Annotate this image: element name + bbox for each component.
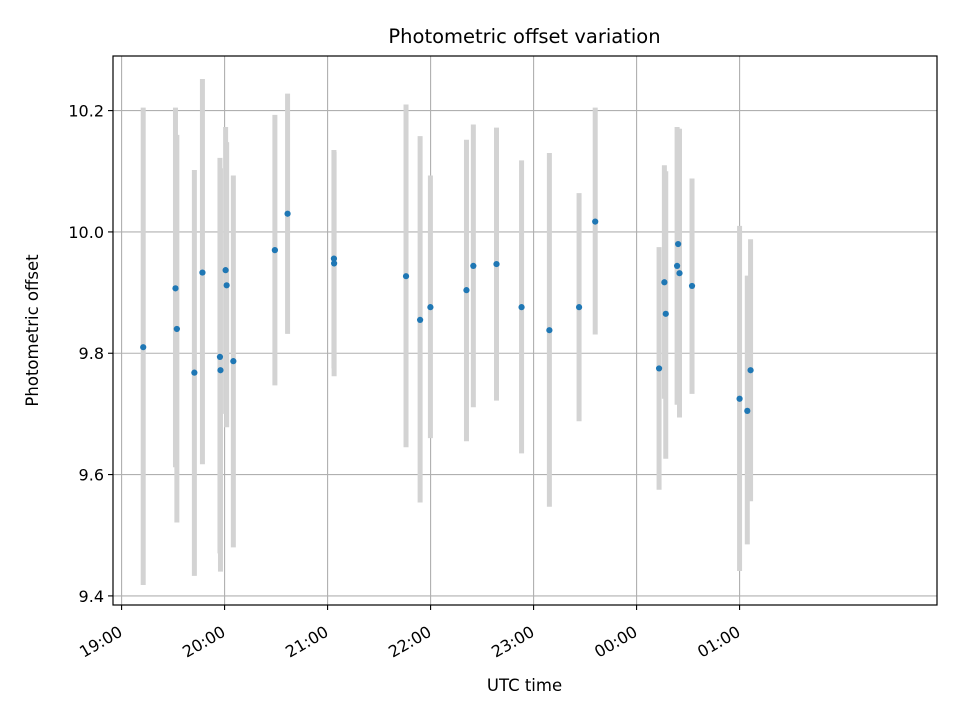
data-point: [223, 282, 230, 289]
data-point: [191, 369, 198, 376]
data-point: [655, 365, 663, 372]
y-tick-label: 9.4: [79, 587, 104, 606]
data-point: [463, 287, 470, 294]
data-point: [230, 358, 237, 365]
data-point: [271, 247, 278, 254]
data-point: [493, 260, 500, 268]
data-point: [417, 316, 424, 323]
y-axis-title: Photometric offset: [23, 254, 42, 407]
data-point: [744, 407, 751, 414]
data-point: [331, 260, 338, 267]
data-point: [747, 367, 754, 374]
data-point: [216, 353, 224, 360]
data-point: [676, 270, 683, 277]
data-point: [673, 262, 681, 269]
y-tick-label: 9.8: [79, 344, 104, 363]
data-point: [661, 279, 668, 286]
y-tick-label: 10.2: [68, 102, 104, 121]
data-point: [518, 304, 525, 311]
data-markers: [140, 210, 754, 414]
data-point: [688, 282, 696, 290]
data-point: [575, 304, 583, 311]
data-point: [140, 344, 147, 351]
x-axis-title: UTC time: [487, 676, 562, 695]
data-point: [427, 304, 434, 311]
data-point: [222, 267, 229, 274]
data-point: [592, 218, 599, 225]
data-point: [470, 262, 477, 269]
data-point: [217, 367, 224, 374]
data-point: [662, 310, 669, 317]
data-point: [675, 240, 682, 248]
y-tick-label: 10.0: [68, 223, 104, 242]
data-point: [173, 325, 180, 333]
data-point: [402, 273, 410, 280]
data-point: [172, 285, 179, 292]
chart-title: Photometric offset variation: [388, 25, 660, 48]
data-point: [199, 269, 206, 276]
data-point: [546, 327, 553, 334]
data-point: [736, 395, 743, 402]
data-point: [284, 210, 291, 217]
plot-frame: [112, 55, 938, 606]
data-point: [330, 255, 338, 262]
y-tick-label: 9.6: [79, 466, 104, 485]
